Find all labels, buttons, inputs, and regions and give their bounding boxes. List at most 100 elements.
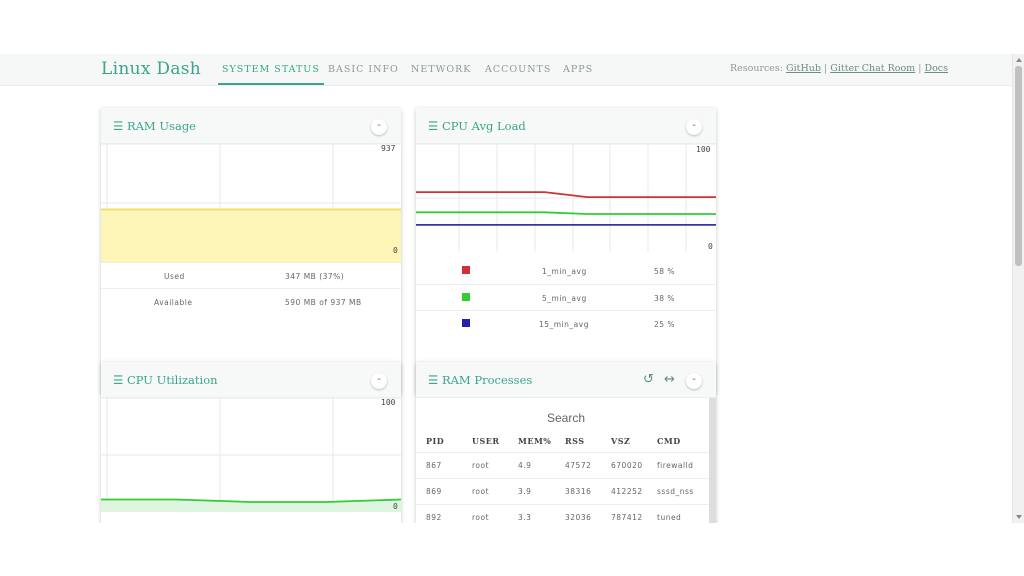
menu-icon: ☰: [428, 119, 442, 133]
cell-user: root: [472, 513, 490, 522]
browser-viewport: Linux Dash SYSTEM STATUS BASIC INFO NETW…: [0, 54, 1024, 523]
docs-link[interactable]: Docs: [924, 63, 948, 74]
resources-links: Resources: GitHub | Gitter Chat Room | D…: [730, 54, 948, 84]
cell-rss: 32036: [565, 513, 592, 522]
card-header: ☰ RAM Usage -: [101, 108, 401, 144]
stat-label: Available: [154, 298, 193, 307]
cell-rss: 47572: [565, 461, 592, 470]
chart-max-label: 937: [381, 144, 396, 153]
load-row-5-min: 5_min_avg 38 %: [416, 284, 716, 310]
ram-usage-area: [101, 209, 401, 262]
minimize-button[interactable]: -: [686, 119, 702, 135]
cpu-utilization-chart: [101, 398, 401, 512]
cell-cmd: tuned: [657, 513, 682, 522]
expand-width-icon[interactable]: ↔: [664, 372, 675, 387]
menu-icon: ☰: [113, 373, 127, 387]
app-brand[interactable]: Linux Dash: [101, 59, 202, 79]
cell-rss: 38316: [565, 487, 592, 496]
resources-label: Resources:: [729, 63, 784, 74]
stat-label: Used: [164, 272, 185, 281]
cell-pid: 892: [426, 513, 442, 522]
cell-cmd: firewalld: [657, 461, 694, 470]
column-header-pid[interactable]: PID: [426, 436, 445, 446]
load-label: 15_min_avg: [539, 320, 589, 329]
chart-gridlines: [101, 398, 401, 512]
card-title[interactable]: ☰ RAM Processes: [428, 373, 532, 387]
ram-processes-card: ☰ RAM Processes ↺ ↔ - Search PID USER ME…: [416, 362, 716, 523]
top-navbar: Linux Dash SYSTEM STATUS BASIC INFO NETW…: [0, 54, 1012, 86]
search-label[interactable]: Search: [546, 411, 586, 425]
refresh-icon[interactable]: ↺: [643, 372, 654, 387]
cell-mem: 3.9: [518, 487, 532, 496]
separator: |: [918, 63, 922, 74]
minimize-button[interactable]: -: [686, 373, 702, 389]
column-header-mem[interactable]: MEM%: [518, 436, 552, 446]
cell-user: root: [472, 487, 490, 496]
card-scrollbar[interactable]: [709, 398, 716, 523]
cell-vsz: 670020: [611, 461, 643, 470]
chart-min-label: 0: [393, 502, 398, 511]
github-link[interactable]: GitHub: [786, 63, 821, 74]
card-title-text: RAM Processes: [441, 373, 533, 387]
stat-value: 590 MB of 937 MB: [285, 298, 362, 307]
cell-pid: 869: [426, 487, 442, 496]
ram-usage-card: ☰ RAM Usage - 937 0 Used 347 MB (37%) Av…: [101, 108, 401, 394]
tab-apps[interactable]: APPS: [563, 64, 594, 75]
separator: |: [824, 63, 828, 74]
load-label: 1_min_avg: [542, 267, 587, 276]
cell-vsz: 412252: [611, 487, 643, 496]
column-header-cmd[interactable]: CMD: [657, 436, 681, 446]
column-header-rss[interactable]: RSS: [565, 436, 585, 446]
legend-swatch-green: [462, 293, 470, 301]
minimize-button[interactable]: -: [371, 119, 387, 135]
gitter-link[interactable]: Gitter Chat Room: [830, 63, 916, 74]
chart-max-label: 100: [696, 145, 711, 154]
scroll-up-icon[interactable]: [1016, 58, 1022, 62]
card-header: ☰ RAM Processes ↺ ↔ -: [416, 362, 716, 398]
minimize-button[interactable]: -: [371, 373, 387, 389]
cell-mem: 3.3: [518, 513, 532, 522]
stat-value: 347 MB (37%): [285, 272, 345, 281]
column-header-vsz[interactable]: VSZ: [611, 436, 631, 446]
stat-row-used: Used 347 MB (37%): [101, 262, 401, 288]
cell-pid: 867: [426, 461, 442, 470]
cpu-avg-load-card: ☰ CPU Avg Load - 100 0 1_min_a: [416, 108, 716, 394]
series-line-1-min: [416, 191, 716, 198]
page-scrollbar[interactable]: [1012, 54, 1024, 523]
table-row: 892 root 3.3 32036 787412 tuned: [416, 504, 710, 523]
ram-usage-chart: [101, 144, 401, 262]
card-header: ☰ CPU Avg Load -: [416, 108, 716, 144]
tab-accounts[interactable]: ACCOUNTS: [485, 64, 552, 75]
load-label: 5_min_avg: [542, 294, 587, 303]
scroll-thumb[interactable]: [1015, 66, 1022, 266]
cell-user: root: [472, 461, 490, 470]
cell-mem: 4.9: [518, 461, 532, 470]
chart-min-label: 0: [393, 246, 398, 255]
legend-swatch-blue: [462, 319, 470, 327]
load-value: 38 %: [654, 294, 676, 303]
card-title[interactable]: ☰ CPU Utilization: [113, 373, 218, 387]
load-row-1-min: 1_min_avg 58 %: [416, 258, 716, 284]
card-title[interactable]: ☰ CPU Avg Load: [428, 119, 526, 133]
load-value: 25 %: [654, 320, 676, 329]
cpu-utilization-card: ☰ CPU Utilization - 100 0: [101, 362, 401, 523]
table-row: 869 root 3.9 38316 412252 sssd_nss: [416, 478, 710, 504]
chart-min-label: 0: [708, 242, 713, 251]
scroll-down-icon[interactable]: [1016, 515, 1022, 519]
card-title[interactable]: ☰ RAM Usage: [113, 119, 196, 133]
menu-icon: ☰: [113, 119, 127, 133]
cpu-utilization-line: [101, 498, 401, 503]
tab-system-status[interactable]: SYSTEM STATUS: [218, 54, 324, 85]
load-row-15-min: 15_min_avg 25 %: [416, 310, 716, 336]
tab-network[interactable]: NETWORK: [411, 64, 472, 75]
chart-max-label: 100: [381, 398, 396, 407]
card-header: ☰ CPU Utilization -: [101, 362, 401, 398]
series-line-5-min: [416, 211, 716, 215]
legend-swatch-red: [462, 266, 470, 274]
column-header-user[interactable]: USER: [472, 436, 500, 446]
table-row: 867 root 4.9 47572 670020 firewalld: [416, 452, 710, 478]
card-title-text: CPU Utilization: [126, 373, 218, 387]
load-value: 58 %: [654, 267, 676, 276]
tab-basic-info[interactable]: BASIC INFO: [328, 64, 399, 75]
cell-cmd: sssd_nss: [657, 487, 694, 496]
